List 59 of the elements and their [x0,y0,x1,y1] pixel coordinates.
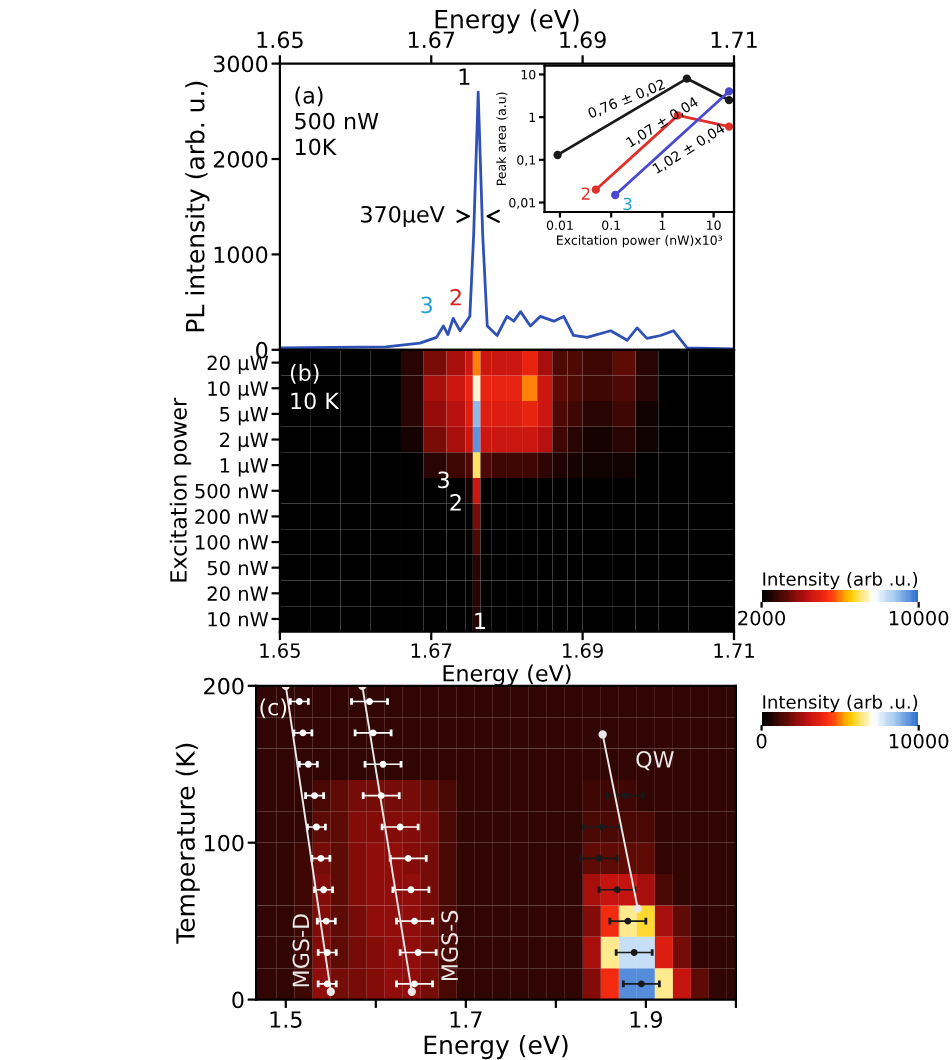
y-axis-title: PL intensity (arb. u.) [185,81,210,332]
y-axis-title: Temperature (K) [175,743,200,944]
x-axis-title: Energy (eV) [443,664,571,686]
x-axis-title: Energy (eV) [424,1035,568,1060]
y-tick-label: 100 [205,834,244,852]
color-bar-label: 0 [756,733,767,749]
x-tick-label: 1.67 [411,643,452,658]
x-tick-label: 1.67 [408,31,455,49]
y-tick-label: 200 nW [195,509,269,525]
y-tick-label: 200 [204,677,244,695]
annotation: 10K [295,138,337,156]
annotation: 500 nW [295,112,379,130]
y-tick-label: 1000 [214,246,268,264]
y-tick-label: 2000 [213,150,268,168]
y-tick-label: 1 μW [220,458,269,477]
annotation: 2 [581,187,590,200]
annotation: 3 [438,471,449,489]
y-tick-label: 5 μW [220,407,269,426]
color-bar-label: 10000 [889,733,949,749]
y-tick-label: 2 μW [220,432,269,451]
x-tick-label: 1.7 [450,1011,482,1028]
y-tick-label: 0 [256,341,268,359]
color-bar-title: Intensity (arb .u.) [763,694,918,713]
y-tick-label: 10 μW [208,381,269,400]
x-tick-label: 1.5 [270,1011,302,1028]
x-tick-label: 1.65 [257,31,303,49]
x-tick-label: 1.71 [711,31,757,48]
annotation: (a) [295,86,323,107]
annotation: 3 [421,296,432,314]
x-tick-label: 1.9 [630,1011,662,1028]
text: MGS-S [441,910,459,981]
y-tick-label: 20 nW [207,586,269,601]
text: MGS-D [292,914,310,987]
y-tick-label: 50 nW [207,560,269,576]
annotation: 2 [450,493,461,511]
y-tick-label: 100 nW [196,535,269,550]
y-tick-label: 10 nW [208,611,269,627]
color-bar-label: 2000 [738,610,786,626]
y-tick-label: 20 μW [207,355,269,375]
annotation: 10 K [291,392,340,410]
y-tick-label: 0 [232,991,244,1009]
annotation: (b) [290,363,319,384]
x-tick-label: 1.69 [560,31,606,49]
annotation: 370μeV [361,205,445,227]
x-axis-title: Energy (eV) [435,9,579,34]
x-tick-label: 1.69 [563,643,603,658]
x-tick-label: 1.65 [260,643,300,658]
annotation: 2 [450,288,461,306]
y-axis-title: Excitation power [169,397,192,582]
annotation: 3 [623,197,632,211]
color-bar-label: 10000 [889,610,949,626]
y-tick-label: 3000 [213,55,268,73]
y-tick-label: 500 nW [195,483,269,499]
annotation: 1 [459,68,470,85]
series-label: QW [636,750,674,771]
annotation: (c) [260,698,287,719]
x-tick-label: 1.71 [714,643,754,658]
color-bar-title: Intensity (arb .u.) [763,571,918,590]
annotation: 1 [475,612,485,629]
